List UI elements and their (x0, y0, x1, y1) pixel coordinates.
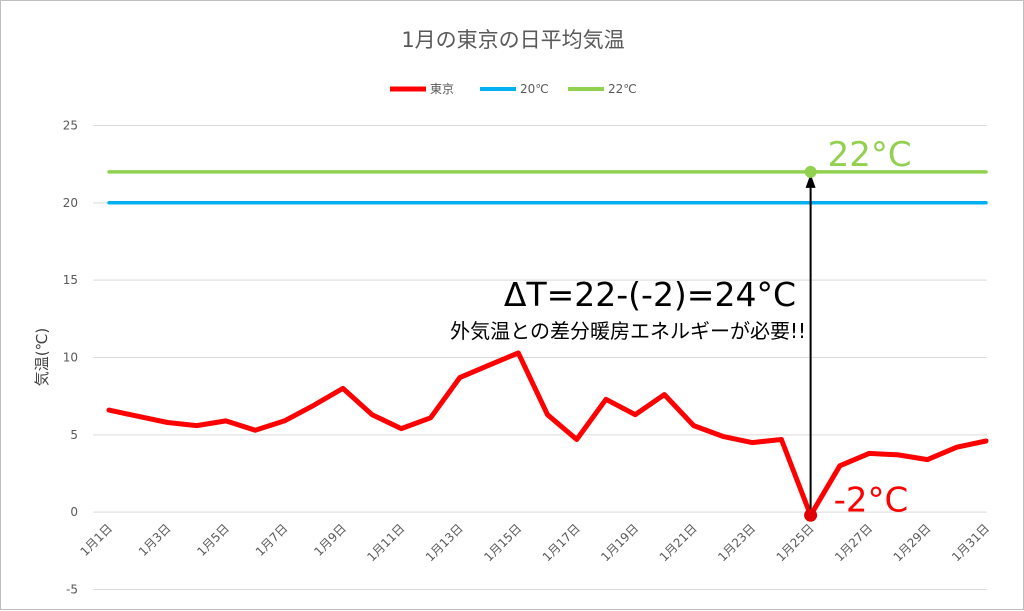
legend-label: 22℃ (608, 82, 637, 96)
marker-22 (804, 165, 817, 178)
y-tick-label: 5 (70, 428, 78, 442)
x-tick-label: 1月27日 (832, 521, 875, 564)
y-tick-label: 10 (63, 351, 78, 365)
marker-minus2 (804, 508, 818, 522)
legend-label: 20℃ (520, 82, 549, 96)
x-tick-label: 1月29日 (891, 521, 934, 564)
x-tick-label: 1月5日 (194, 521, 232, 559)
series-line-tokyo (106, 350, 989, 518)
x-tick-label: 1月3日 (136, 521, 174, 559)
x-tick-label: 1月13日 (423, 521, 466, 564)
energy-note: 外気温との差分暖房エネルギーが必要!! (450, 319, 806, 343)
x-tick-label: 1月1日 (77, 521, 115, 559)
y-tick-label: 0 (70, 505, 78, 519)
chart-title: 1月の東京の日平均気温 (401, 28, 624, 52)
y-axis-ticks: 25 20 15 10 5 0 -5 (63, 119, 78, 597)
delta-formula: ΔT=22-(-2)=24°C (504, 275, 796, 314)
x-tick-label: 1月31日 (949, 521, 992, 564)
arrow-head (805, 173, 816, 188)
series-lines (106, 170, 989, 518)
y-tick-label: 15 (63, 273, 78, 287)
x-tick-label: 1月17日 (540, 521, 583, 564)
x-tick-label: 1月25日 (774, 521, 817, 564)
x-tick-label: 1月15日 (481, 521, 524, 564)
y-tick-label: -5 (66, 583, 78, 597)
x-tick-label: 1月7日 (253, 521, 291, 559)
x-tick-label: 1月23日 (715, 521, 758, 564)
x-tick-label: 1月11日 (364, 521, 407, 564)
y-tick-label: 20 (63, 196, 78, 210)
y-tick-label: 25 (63, 119, 78, 133)
legend-label: 東京 (430, 82, 454, 96)
annotations: 22°C -2°C ΔT=22-(-2)=24°C 外気温との差分暖房エネルギーが必要… (450, 135, 912, 522)
x-tick-label: 1月9日 (311, 521, 349, 559)
label-22c: 22°C (828, 135, 912, 175)
y-axis-label: 気温(℃) (33, 328, 51, 387)
x-axis-ticks: 1月1日 1月3日 1月5日 1月7日 1月9日 1月11日 1月13日 1月15日 1月17日… (77, 521, 992, 564)
legend: 東京 20℃ 22℃ (390, 82, 637, 96)
x-tick-label: 1月19日 (598, 521, 641, 564)
label-minus2c: -2°C (834, 480, 909, 520)
x-tick-label: 1月21日 (657, 521, 700, 564)
